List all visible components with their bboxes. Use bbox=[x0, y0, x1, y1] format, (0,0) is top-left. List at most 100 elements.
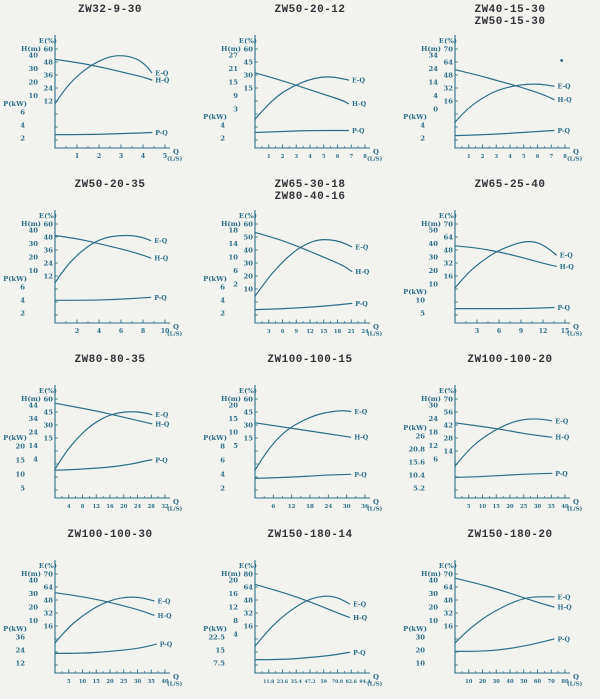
h-axis-tick: 40 bbox=[29, 52, 39, 60]
q-axis-unit: (L/S) bbox=[167, 156, 183, 163]
x-axis-tick: 21 bbox=[348, 329, 356, 335]
x-axis-tick: 18 bbox=[306, 504, 314, 510]
p-axis-tick: 15 bbox=[16, 457, 26, 465]
chart-cell: ZW65-25-40 E(%) H(m) P(kW) 70 64 48 32 16 50 40 30 2… bbox=[400, 175, 600, 350]
p-axis-tick: 2 bbox=[20, 135, 25, 143]
x-axis-tick: 6 bbox=[271, 504, 275, 510]
h-axis-tick: 10 bbox=[429, 281, 439, 289]
x-axis-tick: 5 bbox=[522, 154, 526, 160]
e-axis-label: E(%) bbox=[439, 387, 457, 395]
curve-label-e-q: E-Q bbox=[558, 594, 572, 601]
p-axis-tick: 10 bbox=[416, 660, 426, 668]
h-axis-tick: 44 bbox=[29, 402, 39, 410]
h-axis-tick: 20 bbox=[229, 402, 239, 410]
h-axis-tick: 5 bbox=[233, 442, 238, 450]
x-axis-tick: 6 bbox=[497, 328, 501, 335]
p-axis-label: P(kW) bbox=[403, 288, 427, 296]
e-axis-tick: 40 bbox=[244, 247, 254, 255]
curve-e-q bbox=[54, 596, 155, 644]
h-axis-tick: 12 bbox=[229, 604, 239, 612]
e-axis-tick: 36 bbox=[44, 72, 54, 80]
h-axis-tick: 40 bbox=[429, 240, 439, 248]
curve-p-q bbox=[254, 651, 351, 661]
p-axis-tick: 20 bbox=[416, 647, 426, 655]
x-axis-tick: 6 bbox=[119, 328, 123, 335]
p-axis-tick: 12 bbox=[16, 660, 26, 668]
e-axis-tick: 15 bbox=[244, 435, 254, 443]
curve-label-h-q: H-Q bbox=[158, 613, 173, 620]
e-axis-tick: 80 bbox=[244, 571, 254, 579]
h-axis-label: H(m) bbox=[21, 395, 41, 403]
x-axis-tick: 9 bbox=[519, 328, 523, 335]
q-axis-label: Q bbox=[373, 498, 379, 506]
h-axis-tick: 14 bbox=[29, 442, 39, 450]
curve-h-q bbox=[54, 234, 152, 259]
h-axis-tick: 20 bbox=[429, 267, 439, 275]
h-axis-tick: 6 bbox=[233, 267, 238, 275]
h-axis-tick: 30 bbox=[29, 590, 39, 598]
curve-p-q bbox=[254, 473, 352, 479]
curve-label-h-q: H-Q bbox=[155, 421, 170, 428]
curve-label-e-q: E-Q bbox=[155, 412, 169, 419]
e-axis-label: E(%) bbox=[39, 212, 57, 220]
p-axis-tick: 2 bbox=[220, 135, 225, 143]
h-axis-label: H(m) bbox=[421, 45, 441, 53]
x-axis-tick: 6 bbox=[336, 154, 340, 160]
chart-title: ZW150-180-14 bbox=[224, 529, 396, 541]
q-axis-label: Q bbox=[173, 148, 179, 156]
x-axis-tick: 80 bbox=[561, 679, 569, 685]
p-axis-tick: 4 bbox=[20, 122, 25, 130]
chart-canvas: E(%)H(m) P(kW) 60 45 30 15 44 34 24 14 4 20 15 10 5 4 8 1… bbox=[3, 385, 183, 513]
x-axis-tick: 1 bbox=[75, 153, 79, 160]
e-axis-tick: 48 bbox=[44, 59, 54, 67]
curve-h-q bbox=[254, 583, 351, 618]
curve-label-p-q: P-Q bbox=[352, 128, 365, 135]
x-axis-tick: 4 bbox=[97, 328, 102, 335]
axis-line bbox=[54, 210, 170, 324]
chart-title: ZW50-20-35 bbox=[24, 179, 196, 191]
chart-title-line: ZW150-180-20 bbox=[467, 529, 553, 541]
p-axis-tick: 4 bbox=[420, 122, 425, 130]
curve-e-q bbox=[254, 410, 352, 471]
p-axis-tick: 22.5 bbox=[208, 634, 225, 642]
p-axis-tick: 7.5 bbox=[213, 660, 225, 668]
e-axis-tick: 16 bbox=[444, 98, 454, 106]
x-axis-tick: 24 bbox=[134, 504, 142, 510]
chart-cell: ZW100-100-20 E(%) H(m) P(kW) 70 56 42 28 14 30 24 1… bbox=[400, 350, 600, 525]
p-axis-tick: 6 bbox=[220, 457, 225, 465]
h-axis-tick: 20 bbox=[29, 254, 39, 262]
chart-title: ZW100-100-30 bbox=[24, 529, 196, 541]
x-axis-tick: 60 bbox=[534, 679, 542, 685]
e-axis-tick: 28 bbox=[444, 435, 454, 443]
e-axis-tick: 36 bbox=[44, 247, 54, 255]
curve-h-q bbox=[254, 72, 350, 105]
p-axis-tick: 4 bbox=[20, 297, 25, 305]
chart-title: ZW32-9-30 bbox=[24, 4, 196, 16]
chart-title-line: ZW50-20-35 bbox=[74, 179, 146, 191]
h-axis-tick: 40 bbox=[29, 227, 39, 235]
x-axis-tick: 3 bbox=[494, 154, 498, 160]
e-axis-label: E(%) bbox=[239, 37, 257, 45]
h-axis-tick: 10 bbox=[29, 617, 39, 625]
q-axis-unit: (L/S) bbox=[567, 681, 583, 688]
x-axis-tick: 15 bbox=[493, 504, 501, 510]
chart-cell: ZW65-30-18 ZW80-40-16 E(%) H(m) P(kW) 60 50 40 3… bbox=[200, 175, 400, 350]
h-axis-tick: 40 bbox=[29, 577, 39, 585]
p-axis-tick: 2 bbox=[420, 135, 425, 143]
e-axis-tick: 60 bbox=[44, 46, 54, 54]
q-axis-unit: (L/S) bbox=[567, 156, 583, 163]
curve-label-h-q: H-Q bbox=[352, 101, 367, 108]
x-axis-tick: 2 bbox=[75, 328, 79, 335]
e-axis-tick: 10 bbox=[244, 286, 254, 294]
e-axis-tick: 48 bbox=[244, 597, 254, 605]
h-axis-tick: 8 bbox=[233, 617, 238, 625]
x-axis-tick: 4 bbox=[67, 504, 71, 510]
p-axis-tick: 2 bbox=[20, 310, 25, 318]
e-axis-tick: 48 bbox=[444, 72, 454, 80]
chart-title: ZW65-25-40 bbox=[424, 179, 596, 191]
curve-p-q bbox=[54, 643, 157, 654]
h-axis-tick: 10 bbox=[29, 267, 39, 275]
curve-h-q bbox=[254, 231, 353, 273]
